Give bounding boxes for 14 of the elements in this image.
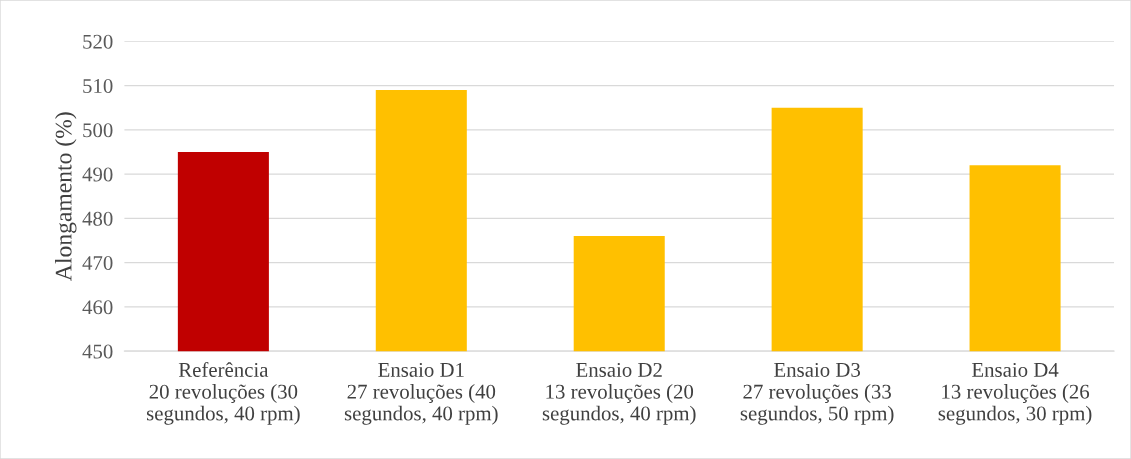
x-tick-label: Ensaio D1 27 revoluções (40 segundos, 40 rpm)	[344, 362, 498, 425]
y-tick-label: 490	[82, 167, 113, 182]
y-tick-label: 480	[82, 211, 113, 226]
y-axis-title: Alongamento (%)	[55, 112, 77, 281]
y-tick-label: 510	[83, 78, 113, 93]
x-tick-label: Ensaio D4 13 revoluções (26 segundos, 30 rpm)	[938, 362, 1092, 425]
y-tick-label: 520	[83, 34, 113, 49]
y-tick-label: 460	[82, 300, 113, 315]
x-tick-label: Ensaio D2 13 revoluções (20 segundos, 40 rpm)	[542, 362, 696, 425]
y-tick-label: 500	[83, 123, 113, 138]
x-tick-label: Referência 20 revoluções (30 segundos, 40 rpm)	[146, 362, 300, 425]
y-tick-label: 450	[82, 344, 113, 359]
x-tick-label: Ensaio D3 27 revoluções (33 segundos, 50 rpm)	[740, 362, 894, 425]
y-tick-label: 470	[82, 255, 113, 271]
